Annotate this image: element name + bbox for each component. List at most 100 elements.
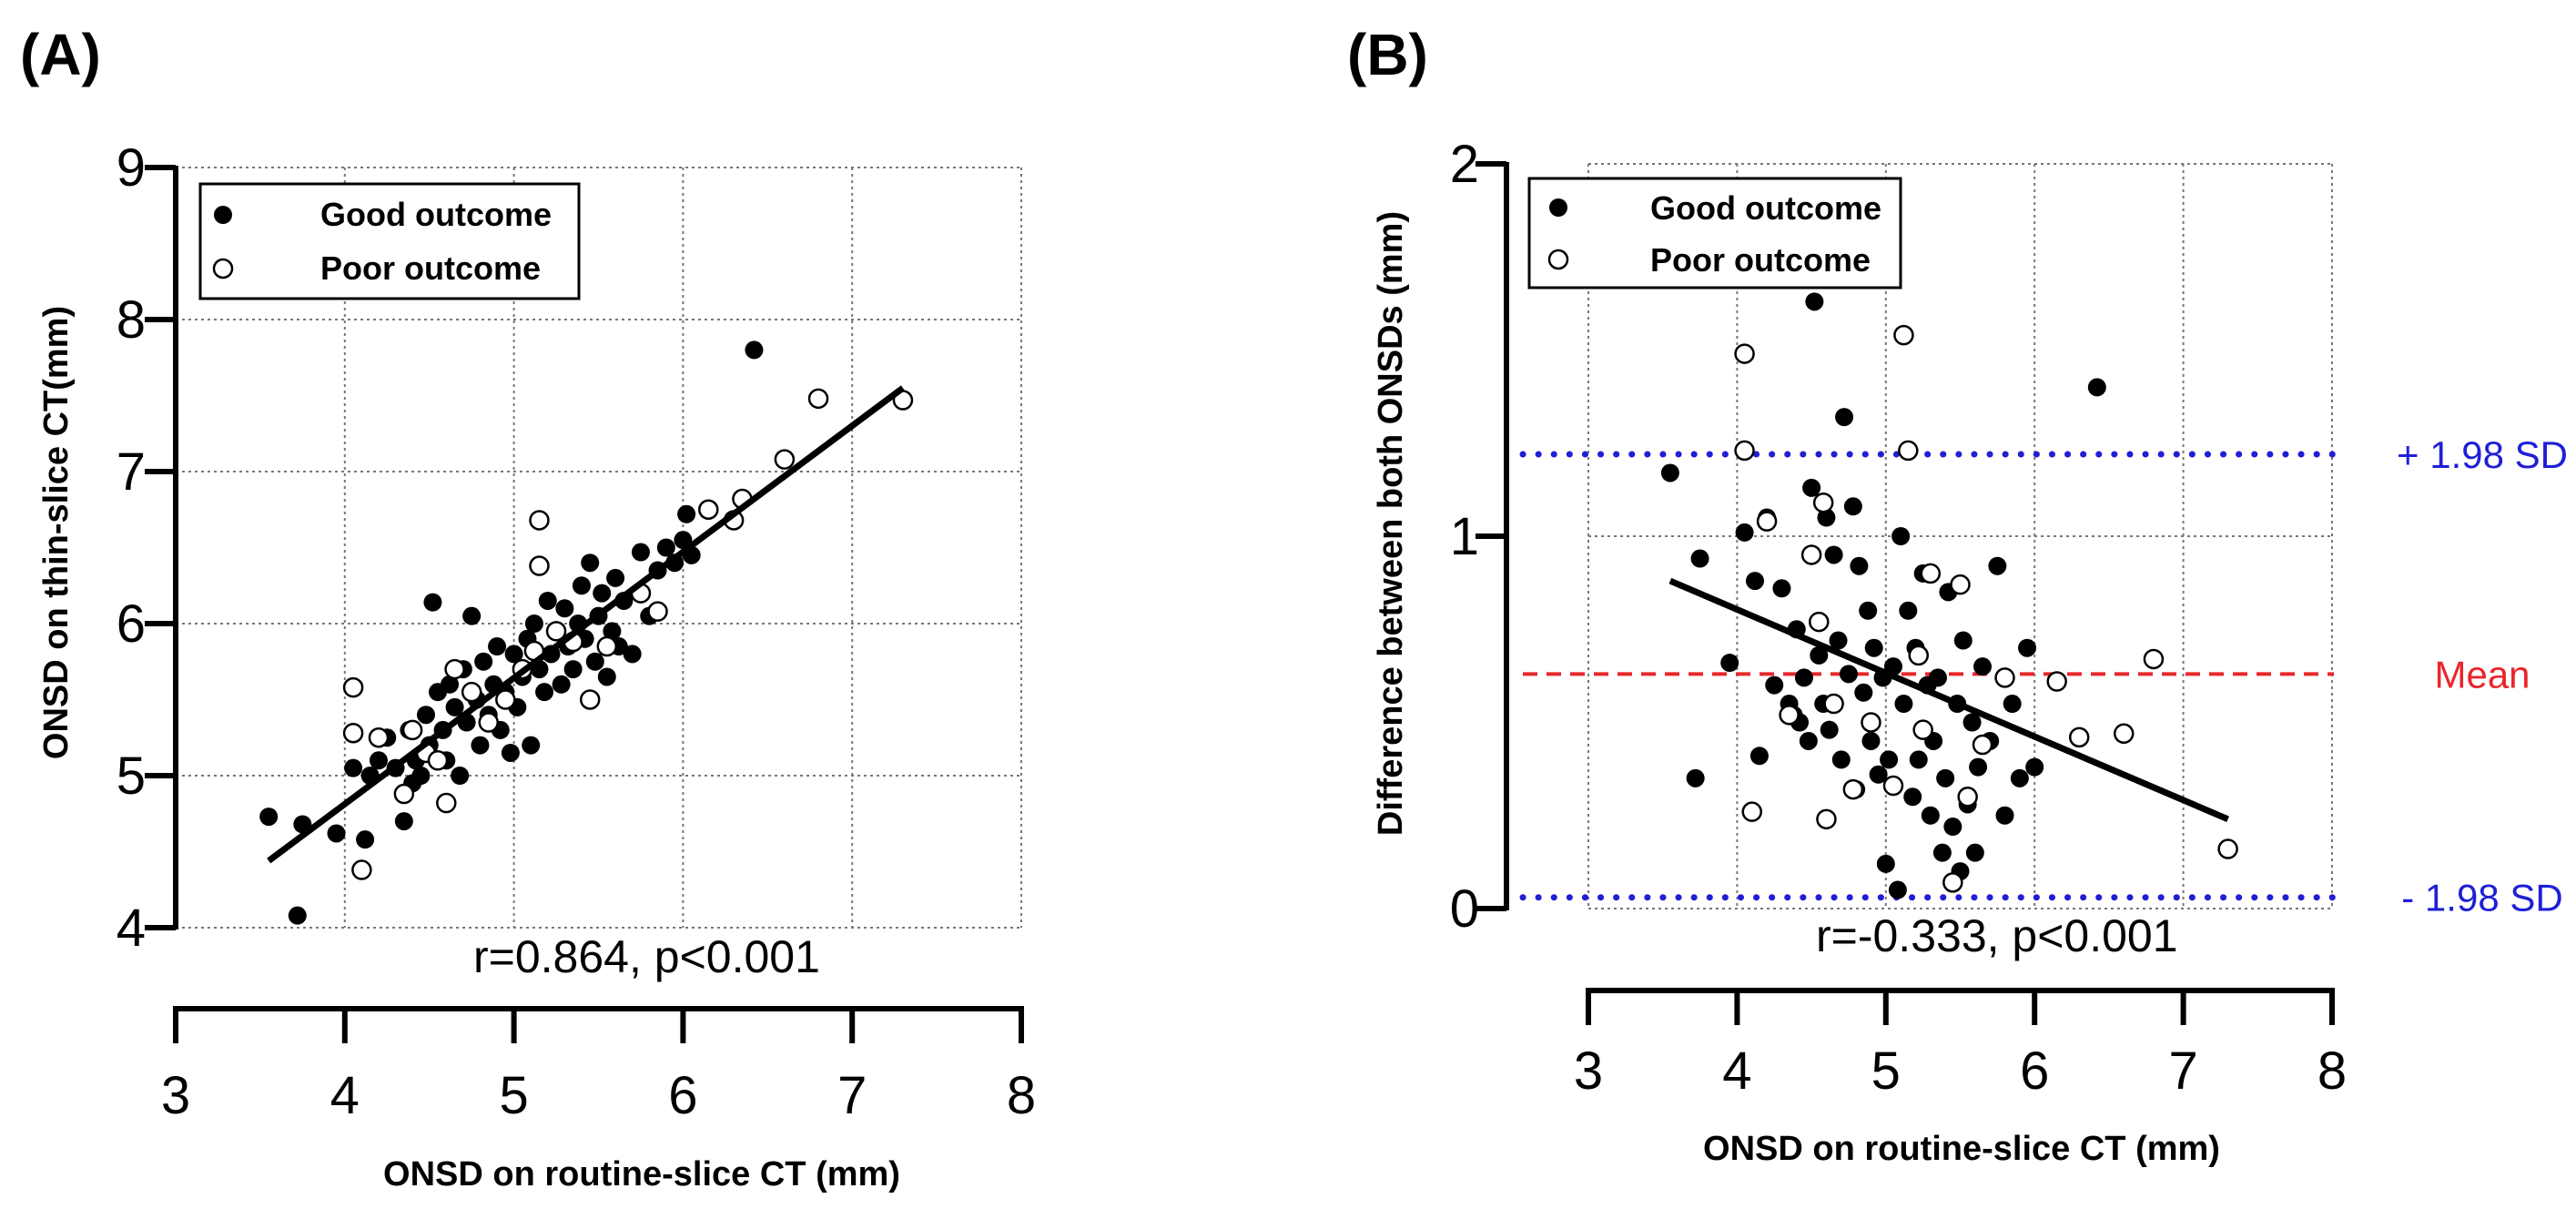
panel-a-point-poor-12 [495, 689, 516, 710]
panel-b-grid [1587, 163, 2333, 909]
panel-b-point-good-29 [1850, 556, 1869, 575]
panel-a-legend-box [198, 182, 581, 300]
panel-b-point-good-54 [1943, 818, 1962, 837]
panel-b-point-good-64 [1988, 556, 2007, 575]
panel-b-point-good-67 [2010, 768, 2029, 787]
panel-b-point-good-36 [1876, 854, 1895, 873]
panel-b-point-good-21 [1820, 720, 1839, 739]
panel-b-x-tick-label-3: 6 [2020, 1041, 2049, 1101]
panel-b-legend-good-label: Good outcome [1650, 189, 1881, 227]
panel-a-point-good-36 [504, 645, 523, 664]
panel-a-regression-line [267, 385, 906, 864]
panel-b-point-poor-8 [1816, 808, 1837, 830]
panel-a-legend-good-marker [214, 206, 232, 224]
panel-b-point-good-57 [1953, 631, 1973, 650]
panel-b-point-poor-7 [1812, 492, 1834, 513]
panel-b-point-poor-6 [1809, 611, 1830, 633]
panel-a-y-tick-label-4: 8 [117, 290, 146, 350]
panel-a-point-good-1 [288, 906, 307, 925]
panel-b-point-good-2 [1690, 549, 1709, 568]
panel-a-point-good-35 [501, 743, 520, 762]
panel-a-legend: Good outcome Poor outcome [198, 182, 581, 300]
panel-a-axes [173, 166, 1024, 1011]
panel-b-point-poor-12 [1882, 775, 1904, 797]
panel-a-point-good-41 [524, 615, 543, 633]
panel-b-legend-box [1527, 177, 1902, 290]
panel-b-regression-line [1668, 577, 2229, 823]
panel-b-point-poor-4 [1779, 705, 1800, 726]
panel-a-y-tick-label-2: 6 [117, 594, 146, 654]
panel-b-y-tick-label-1: 1 [1450, 507, 1479, 566]
panel-a-point-good-67 [656, 538, 675, 557]
panel-a-point-poor-4 [393, 783, 415, 805]
panel-a-point-poor-7 [427, 750, 449, 771]
panel-b-point-good-51 [1932, 843, 1952, 862]
panel-b-point-good-3 [1720, 654, 1739, 673]
panel-b-point-poor-13 [1893, 324, 1914, 346]
panel-b-point-poor-18 [1942, 872, 1963, 893]
panel-a-point-poor-19 [579, 689, 601, 710]
panel-a-point-good-63 [623, 645, 642, 664]
panel-b-point-good-26 [1839, 665, 1858, 684]
panel-b-point-poor-3 [1756, 511, 1778, 532]
panel-a-point-good-29 [474, 652, 493, 671]
panel-b-point-poor-10 [1842, 778, 1864, 800]
panel-a-point-good-43 [535, 683, 554, 702]
panel-b-point-good-50 [1928, 668, 1947, 687]
panel-b-point-poor-21 [1972, 734, 1993, 756]
panel-b-point-good-17 [1805, 292, 1824, 311]
panel-a-point-poor-23 [698, 499, 719, 520]
panel-b-point-good-62 [1973, 657, 1993, 676]
panel-b-point-good-31 [1859, 601, 1878, 620]
panel-b-y-axis-label: Difference between both ONSDs (mm) [1372, 211, 1410, 836]
panel-a-x-tick-label-4: 7 [837, 1066, 867, 1125]
panel-b-point-good-40 [1891, 527, 1911, 545]
panel-a-x-tick-label-0: 3 [161, 1066, 190, 1125]
panel-a-point-good-40 [522, 736, 541, 755]
panel-b-point-good-60 [1965, 843, 1984, 862]
panel-b-point-good-0 [1660, 463, 1679, 483]
panel-b-point-poor-23 [2046, 671, 2067, 692]
panel-b-point-good-25 [1835, 408, 1854, 427]
panel-a-point-poor-2 [351, 859, 372, 880]
panel-b-point-poor-26 [2143, 648, 2165, 670]
panel-b-point-poor-16 [1912, 719, 1933, 740]
panel-a-point-poor-27 [807, 388, 829, 410]
panel-a-y-tick-label-1: 5 [117, 747, 146, 806]
panel-b-point-good-6 [1749, 747, 1769, 766]
panel-a-point-poor-10 [461, 681, 482, 703]
panel-a-point-good-0 [259, 808, 279, 827]
panel-b-point-poor-15 [1908, 645, 1929, 666]
panel-a-x-axis-label: ONSD on routine-slice CT (mm) [383, 1155, 900, 1194]
panel-a-point-poor-9 [444, 658, 465, 680]
panel-b-point-good-66 [2003, 695, 2022, 714]
panel-a-point-good-60 [606, 568, 625, 587]
panel-a-point-good-5 [356, 830, 375, 849]
panel-a-point-good-47 [552, 675, 571, 694]
panel-b-point-good-18 [1810, 645, 1829, 665]
panel-a-x-tick-label-2: 5 [499, 1066, 528, 1125]
panel-a-legend-poor-label: Poor outcome [320, 249, 541, 287]
panel-b-reference-lines: + 1.98 SD Mean - 1.98 SD [1519, 433, 2568, 919]
panel-b-point-poor-25 [2113, 723, 2135, 745]
panel-a: (A) 3 4 5 6 7 8 4 5 6 7 8 9 ONSD on routine-slice … [20, 22, 1036, 1194]
panel-b-point-poor-19 [1950, 574, 1971, 595]
panel-a-point-good-52 [572, 576, 591, 595]
panel-a-point-good-22 [445, 697, 464, 716]
panel-b-point-good-23 [1829, 631, 1848, 650]
panel-a-x-ticks: 3 4 5 6 7 8 [161, 1009, 1036, 1125]
panel-b-point-good-4 [1735, 523, 1754, 542]
panel-b-point-poor-9 [1823, 693, 1844, 715]
panel-b-y-tick-label-2: 2 [1450, 135, 1479, 194]
panel-a-grid [175, 167, 1022, 929]
panel-b-ref-label-1: Mean [2434, 653, 2530, 696]
panel-a-point-good-59 [603, 622, 622, 641]
panel-b-legend-poor-marker [1547, 249, 1569, 270]
panel-a-x-tick-label-1: 4 [330, 1066, 360, 1125]
panel-b-point-good-70 [2087, 378, 2106, 397]
panel-b-point-poor-2 [1741, 801, 1762, 822]
panel-a-point-good-72 [745, 340, 764, 360]
panel-a-point-good-70 [677, 504, 696, 523]
panel-a-point-good-57 [593, 584, 612, 603]
